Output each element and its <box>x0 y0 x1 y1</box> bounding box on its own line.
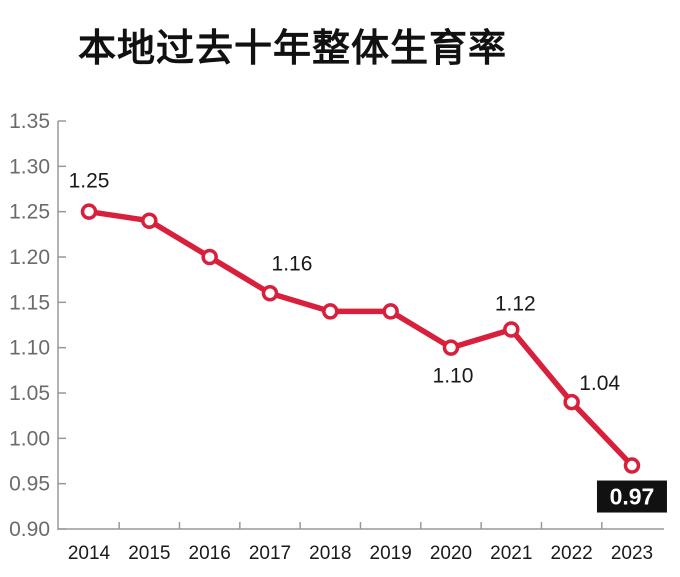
data-label: 1.16 <box>272 252 313 275</box>
data-label: 1.12 <box>495 293 536 316</box>
data-point <box>80 203 98 220</box>
y-tick-label: 1.35 <box>9 110 50 133</box>
y-axis-ticks: 0.90 0.95 1.00 1.05 1.10 1.15 1.20 1.25 1.30 1.35 <box>9 110 66 541</box>
y-tick-label: 1.00 <box>9 427 50 450</box>
x-tick-label: 2020 <box>430 543 472 564</box>
data-point <box>141 212 158 229</box>
y-tick-label: 1.25 <box>9 201 50 224</box>
chart-title: 本地过去十年整体生育率 <box>78 26 508 70</box>
data-point <box>201 248 218 266</box>
y-tick-label: 1.20 <box>9 246 50 269</box>
x-tick-label: 2017 <box>249 543 291 564</box>
data-point <box>322 303 339 320</box>
data-point <box>442 339 460 356</box>
data-label-highlight: 0.97 <box>610 484 655 510</box>
x-axis-ticks: 2014 2015 2016 2017 2018 2019 2020 2021 2022 2023 <box>68 522 653 564</box>
y-tick-label: 0.90 <box>9 518 50 541</box>
data-label: 1.10 <box>433 365 474 388</box>
x-tick-label: 2021 <box>490 543 532 564</box>
y-tick-label: 0.95 <box>9 473 50 496</box>
data-label: 1.25 <box>69 170 110 193</box>
y-tick-label: 1.30 <box>9 155 50 178</box>
data-labels: 1.25 1.16 1.10 1.12 1.04 0.97 <box>69 170 667 513</box>
x-tick-label: 2019 <box>370 543 412 564</box>
x-tick-label: 2022 <box>550 543 592 564</box>
data-point <box>623 457 641 474</box>
y-tick-label: 1.10 <box>9 337 50 360</box>
series-group <box>80 203 641 474</box>
x-tick-label: 2016 <box>189 543 231 564</box>
x-tick-label: 2018 <box>309 543 351 564</box>
axes <box>57 121 664 530</box>
y-tick-label: 1.15 <box>9 291 50 314</box>
data-point <box>261 285 279 302</box>
x-tick-label: 2014 <box>68 543 111 564</box>
data-point <box>382 303 399 320</box>
data-point <box>563 393 580 411</box>
x-tick-label: 2023 <box>611 543 653 564</box>
series-line <box>86 208 635 469</box>
data-label: 1.04 <box>579 372 620 395</box>
highlight-label-box <box>596 480 667 513</box>
data-point <box>503 321 520 338</box>
x-tick-label: 2015 <box>128 543 170 564</box>
y-tick-label: 1.05 <box>9 382 50 405</box>
